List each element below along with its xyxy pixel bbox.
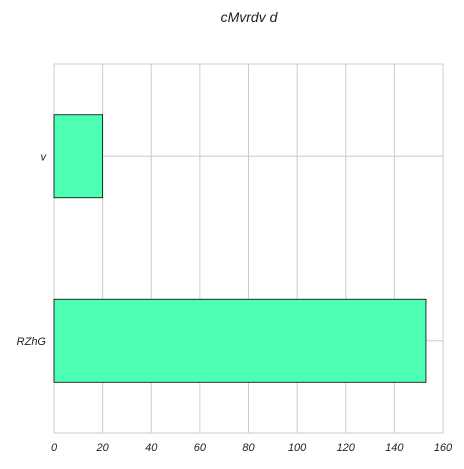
y-tick-label: v (41, 151, 48, 163)
x-tick-label: 40 (145, 442, 158, 454)
bar-RZhG (53, 298, 427, 383)
x-tick-label: 80 (242, 442, 255, 454)
x-tick-label: 0 (51, 442, 58, 454)
x-tick-label: 120 (337, 442, 356, 454)
x-tick-label: 140 (385, 442, 404, 454)
chart-title: cMvrdv d (221, 9, 279, 25)
x-tick-label: 160 (434, 442, 453, 454)
x-tick-label: 100 (288, 442, 307, 454)
x-tick-label: 60 (194, 442, 207, 454)
axis-labels: 0 20 40 60 80 100 120 140 160 v RZhG (17, 151, 453, 454)
bar-v (53, 114, 104, 199)
y-tick-label: RZhG (17, 336, 47, 348)
x-tick-label: 20 (96, 442, 110, 454)
bars (53, 114, 427, 383)
